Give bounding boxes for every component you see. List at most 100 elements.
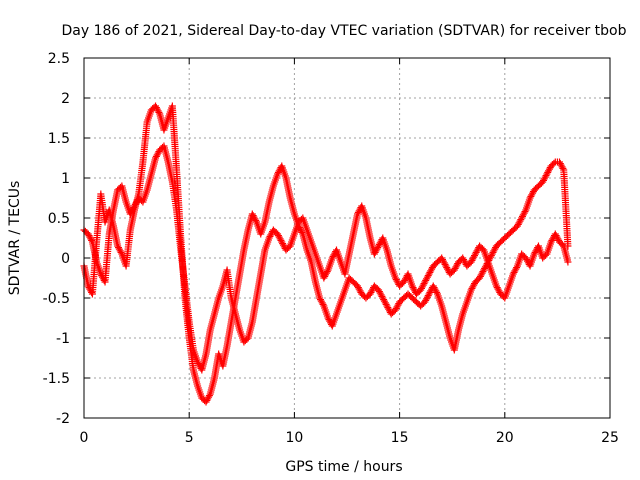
- data-point: [425, 290, 433, 298]
- data-point: [426, 288, 434, 296]
- data-point: [425, 270, 433, 278]
- data-point: [355, 285, 363, 293]
- data-point: [450, 266, 458, 274]
- data-point: [117, 248, 125, 256]
- data-point: [519, 211, 527, 219]
- data-point: [469, 255, 477, 263]
- data-point: [317, 297, 325, 305]
- data-point: [154, 107, 162, 115]
- data-point: [452, 263, 460, 271]
- y-tick-label: 0.5: [48, 211, 70, 227]
- data-point: [371, 248, 379, 256]
- data-point: [354, 282, 362, 290]
- data-point: [152, 154, 160, 162]
- data-point: [316, 296, 324, 304]
- data-point: [423, 273, 431, 281]
- data-point: [529, 189, 537, 197]
- data-point: [551, 230, 559, 238]
- data-point: [378, 292, 386, 300]
- y-tick-label: -1.5: [43, 371, 70, 387]
- data-point: [469, 283, 477, 291]
- data-point: [556, 158, 564, 166]
- plot-frame: [83, 57, 611, 419]
- data-point: [377, 291, 385, 299]
- data-point: [278, 238, 286, 246]
- data-point: [115, 244, 123, 252]
- data-point: [494, 285, 502, 293]
- data-point: [528, 191, 536, 199]
- data-point: [421, 298, 429, 306]
- data-point: [385, 305, 393, 313]
- data-point: [275, 233, 283, 241]
- data-point: [375, 286, 383, 294]
- data-point: [460, 257, 468, 265]
- data-point: [323, 268, 331, 276]
- data-point: [419, 281, 427, 289]
- data-point: [520, 209, 528, 217]
- data-point: [468, 256, 476, 264]
- data-point: [423, 275, 431, 283]
- x-tick-label: 20: [496, 430, 514, 446]
- data-point: [354, 284, 362, 292]
- data-point: [459, 254, 467, 262]
- data-point: [480, 266, 488, 274]
- data-point: [126, 210, 134, 218]
- data-point: [252, 216, 260, 224]
- data-point: [511, 267, 519, 275]
- data-point: [442, 262, 450, 270]
- data-point: [265, 234, 273, 242]
- y-tick-label: 1: [61, 171, 70, 187]
- data-point: [368, 287, 376, 295]
- data-point: [391, 306, 399, 314]
- data-point: [470, 281, 478, 289]
- data-point: [557, 161, 565, 169]
- data-point: [516, 217, 524, 225]
- data-point: [319, 300, 327, 308]
- data-point: [88, 236, 96, 244]
- y-axis-label: SDTVAR / TECUs: [7, 181, 23, 296]
- data-point: [539, 178, 547, 186]
- data-point: [274, 230, 282, 238]
- data-point: [440, 259, 448, 267]
- data-point: [512, 265, 520, 273]
- data-point: [473, 247, 481, 255]
- data-point: [510, 268, 518, 276]
- data-point: [279, 240, 287, 248]
- data-point: [518, 214, 526, 222]
- data-point: [392, 276, 400, 284]
- data-point: [274, 170, 282, 178]
- data-point: [489, 248, 497, 256]
- data-point: [380, 296, 388, 304]
- data-point: [431, 285, 439, 293]
- data-point: [152, 152, 160, 160]
- data-point: [471, 252, 479, 260]
- data-point: [472, 248, 480, 256]
- data-point: [558, 163, 566, 171]
- data-point: [279, 241, 287, 249]
- data-point: [424, 272, 432, 280]
- data-point: [321, 272, 329, 280]
- x-tick-label: 10: [285, 430, 303, 446]
- y-tick-label: 2: [61, 91, 70, 107]
- data-point: [97, 270, 105, 278]
- data-point: [356, 287, 364, 295]
- data-point: [84, 282, 92, 290]
- data-point: [296, 225, 304, 233]
- data-point: [267, 231, 275, 239]
- data-point: [545, 167, 553, 175]
- data-point: [477, 271, 485, 279]
- data-point: [375, 288, 383, 296]
- data-point: [553, 233, 561, 241]
- y-tick-label: 2.5: [48, 51, 70, 67]
- data-point: [249, 212, 257, 220]
- data-point: [540, 176, 548, 184]
- data-point: [432, 287, 440, 295]
- data-point: [205, 393, 213, 401]
- tick-labels: 0 5 10 15 20 25 -2 -1.5 -1 -0.5 0 0.5 1 1.5 2 2.5: [43, 51, 619, 446]
- data-point: [509, 270, 517, 278]
- data-point: [444, 265, 452, 273]
- data-point: [367, 288, 375, 296]
- data-point: [522, 254, 530, 262]
- data-point: [526, 194, 534, 202]
